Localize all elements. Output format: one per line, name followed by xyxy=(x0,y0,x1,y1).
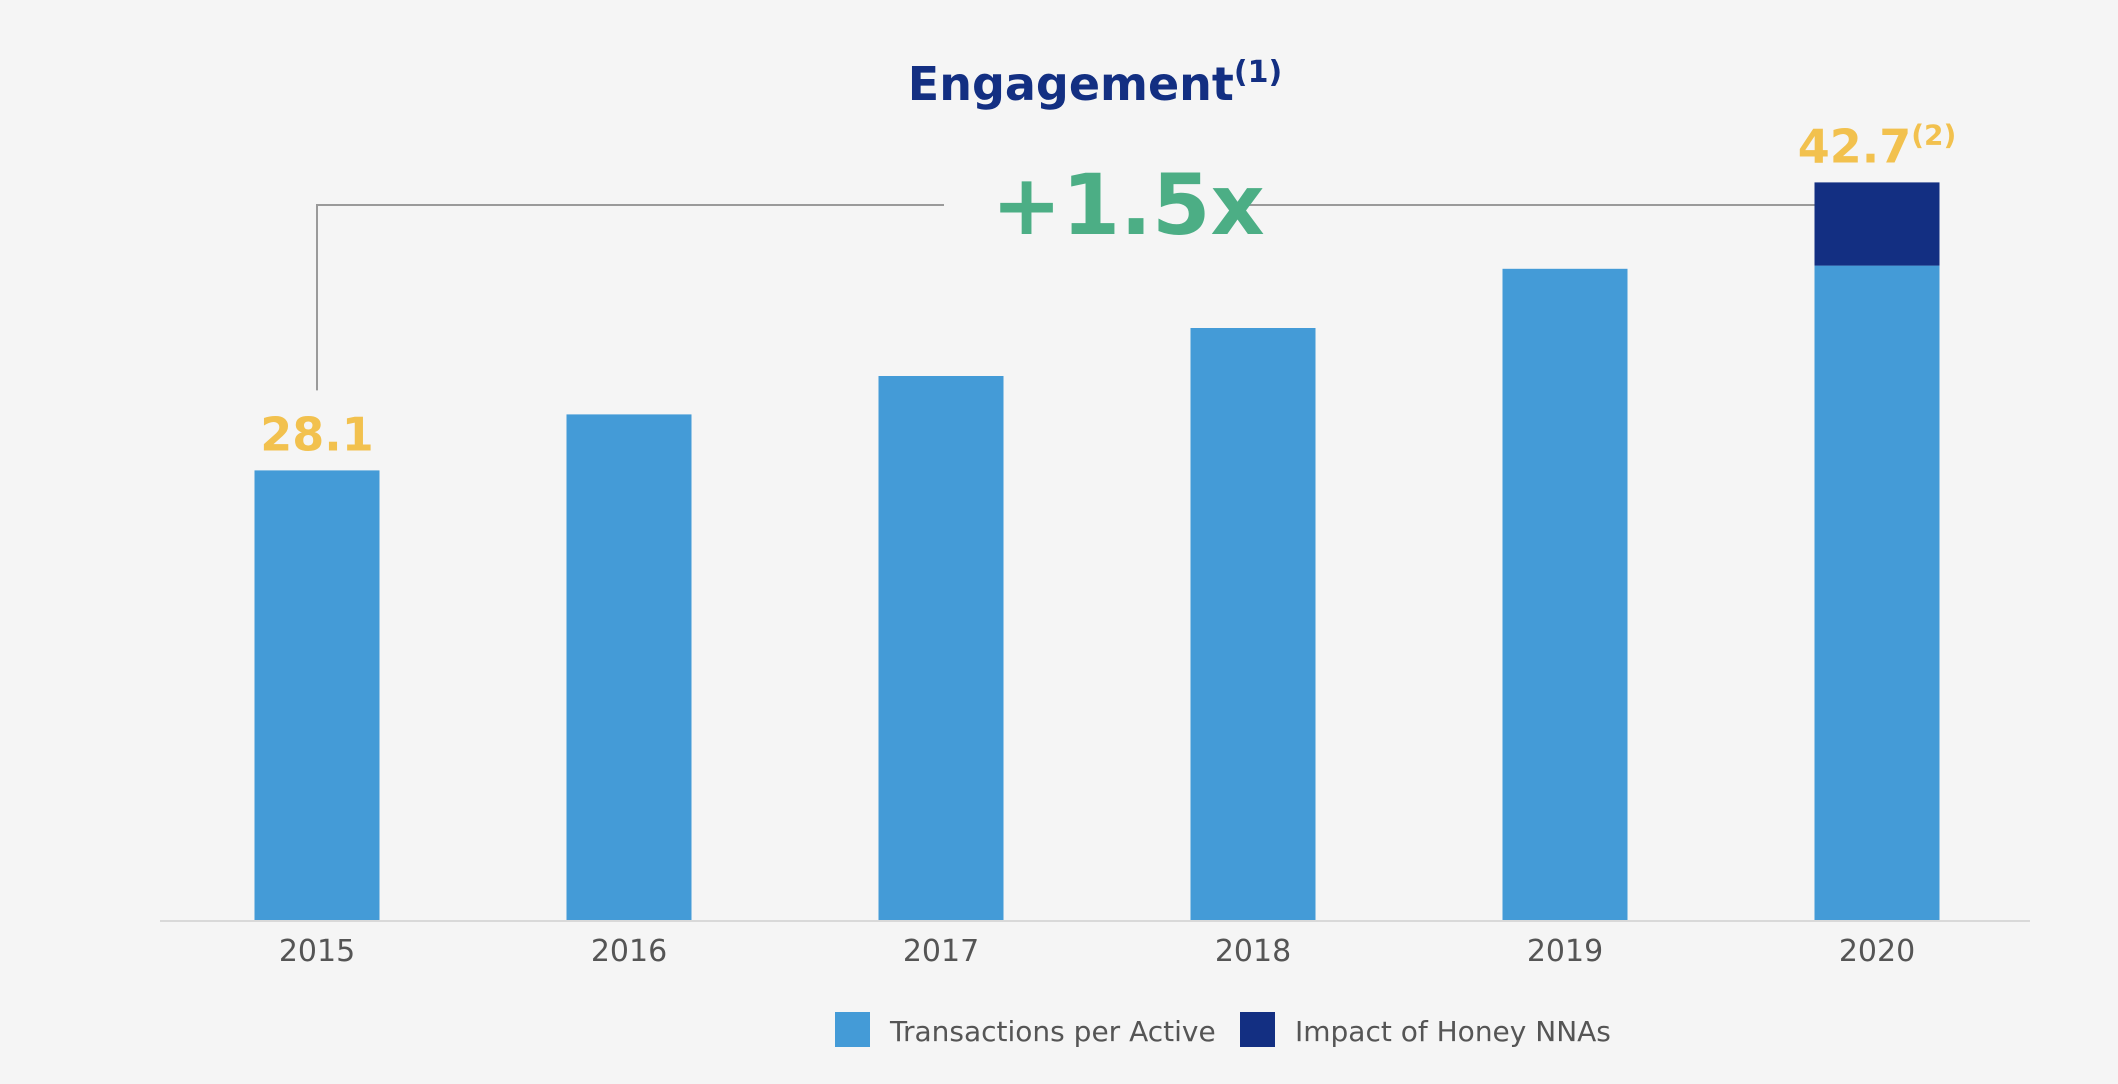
bar-2020-series-0 xyxy=(1814,265,1940,921)
x-tick-labels: 2015 2016 2017 2018 2019 2020 xyxy=(279,934,1915,969)
x-tick-label-2016: 2016 xyxy=(591,934,667,969)
bar-2017-series-0 xyxy=(878,376,1004,920)
x-tick-label-2017: 2017 xyxy=(903,934,979,969)
data-label-2015: 28.1 xyxy=(260,407,374,461)
x-tick-label-2020: 2020 xyxy=(1839,934,1915,969)
x-tick-label-2015: 2015 xyxy=(279,934,355,969)
legend: Transactions per Active Impact of Honey N… xyxy=(835,1012,1611,1048)
legend-label-0: Transactions per Active xyxy=(889,1015,1216,1048)
x-tick-label-2019: 2019 xyxy=(1527,934,1603,969)
data-labels: 28.1 42.7(2) xyxy=(260,118,1956,461)
legend-swatch-1 xyxy=(1240,1012,1275,1047)
legend-label-1: Impact of Honey NNAs xyxy=(1295,1015,1611,1048)
data-label-2020: 42.7(2) xyxy=(1798,118,1957,173)
bars xyxy=(254,182,1940,921)
chart-title: Engagement(1) xyxy=(908,55,1282,111)
bar-2015-series-0 xyxy=(254,470,380,920)
growth-annotation: +1.5x xyxy=(991,156,1264,254)
chart-title-text: Engagement xyxy=(908,57,1234,111)
bar-2016-series-0 xyxy=(566,414,692,920)
legend-swatch-0 xyxy=(835,1012,870,1047)
bracket-left xyxy=(316,204,944,391)
x-tick-label-2018: 2018 xyxy=(1215,934,1291,969)
bar-2020-series-1 xyxy=(1814,182,1940,266)
chart-title-superscript: (1) xyxy=(1234,55,1282,90)
bar-2018-series-0 xyxy=(1190,328,1316,920)
bracket-right xyxy=(1241,204,1878,237)
bar-2019-series-0 xyxy=(1502,268,1628,920)
